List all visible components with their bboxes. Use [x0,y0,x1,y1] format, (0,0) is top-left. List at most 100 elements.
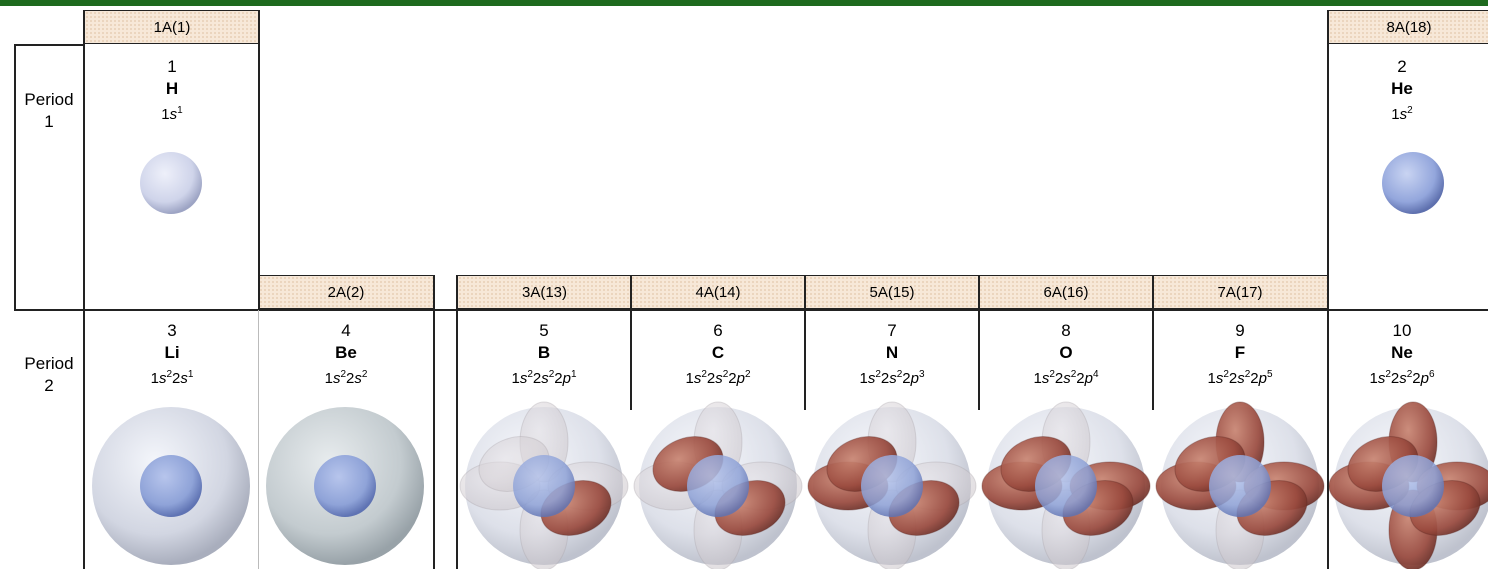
period-number: 1 [44,112,54,131]
electron-configuration: 1s22s22p3 [806,364,978,390]
element-cell-n: 7 N 1s22s22p3 [806,320,978,390]
element-cell-c: 6 C 1s22s22p2 [632,320,804,390]
orbital-term: 1s2 [859,369,881,387]
orbital-term: 1s2 [150,369,172,387]
grid-line [456,275,458,569]
group-header-5a: 5A(15) [804,275,980,309]
orbital-term: 1s2 [685,369,707,387]
element-cell-o: 8 O 1s22s22p4 [980,320,1152,390]
orbital-term: 1s2 [1369,369,1391,387]
group-header-8a: 8A(18) [1328,10,1488,44]
atom-c [633,401,803,569]
element-cell-ne: 10 Ne 1s22s22p6 [1316,320,1488,390]
orbital-term: 2s2 [346,369,368,387]
electron-configuration: 1s22s1 [86,364,258,390]
element-cell-li: 3 Li 1s22s1 [86,320,258,390]
atom-o [981,401,1151,569]
atomic-number: 6 [713,321,723,340]
grid-line [83,10,85,569]
atom-n [807,401,977,569]
group-header-7a: 7A(17) [1152,275,1328,309]
orbital-term: 1s1 [161,105,183,123]
element-cell-be: 4 Be 1s22s2 [260,320,432,390]
element-symbol: F [1234,343,1246,362]
atomic-number: 10 [1392,321,1412,340]
element-symbol: Ne [1391,343,1413,362]
1s-orbital [140,455,202,517]
atomic-number: 1 [167,57,177,76]
orbital-term: 2p4 [1076,369,1099,387]
grid-line [14,44,84,46]
grid-line [258,310,259,569]
electron-configuration: 1s22s22p5 [1154,364,1326,390]
electron-configuration: 1s22s2 [260,364,432,390]
1s-orbital [1382,152,1444,214]
electron-configuration: 1s22s22p4 [980,364,1152,390]
electron-configuration: 1s1 [86,100,258,126]
orbital-term: 2s2 [706,369,729,387]
1s-orbital [1209,455,1271,517]
1s-orbital [687,455,749,517]
group-header-4a: 4A(14) [630,275,806,309]
electron-configuration: 1s22s22p6 [1316,364,1488,390]
atom-b [459,401,629,569]
group-header-3a: 3A(13) [457,275,632,309]
atom-h [140,152,202,214]
atomic-number: 3 [167,321,177,340]
grid-line [978,275,980,410]
element-symbol: C [711,343,725,362]
period-number: 2 [44,376,54,395]
orbital-term: 2p6 [1412,369,1435,387]
group-header-2a: 2A(2) [258,275,434,309]
grid-line [258,10,260,310]
period-word: Period [24,90,74,109]
1s-orbital [1035,455,1097,517]
orbital-term: 1s2 [324,369,346,387]
atom-be [266,407,424,565]
1s-orbital [513,455,575,517]
orbital-term: 1s2 [1207,369,1229,387]
element-symbol: He [1391,79,1413,98]
orbital-term: 2p3 [902,369,925,387]
period-word: Period [24,354,74,373]
electron-configuration: 1s22s22p2 [632,364,804,390]
atom-he [1382,152,1444,214]
electron-configuration: 1s22s22p1 [458,364,630,390]
atomic-number: 5 [539,321,549,340]
1s-orbital [1382,455,1444,517]
atomic-number: 4 [341,321,351,340]
orbital-term: 2s2 [1390,369,1413,387]
atomic-number: 9 [1235,321,1245,340]
grid-line [1152,275,1154,410]
element-cell-b: 5 B 1s22s22p1 [458,320,630,390]
element-symbol: N [885,343,899,362]
group-header-1a: 1A(1) [84,10,260,44]
atom-li [92,407,250,565]
orbital-term: 2s2 [532,369,555,387]
orbital-term: 2s1 [172,369,194,387]
period-label-2: Period 2 [14,353,84,397]
orbital-term: 1s2 [1033,369,1055,387]
1s-orbital [861,455,923,517]
electron-configuration: 1s2 [1316,100,1488,126]
period-label-1: Period 1 [14,89,84,133]
element-symbol: Be [335,343,357,362]
grid-line [1327,10,1329,569]
element-symbol: B [537,343,551,362]
atomic-number: 8 [1061,321,1071,340]
element-symbol: Li [164,343,180,362]
atomic-number: 7 [887,321,897,340]
atom-ne [1328,401,1488,569]
orbital-term: 2p5 [1250,369,1273,387]
grid-line [804,275,806,410]
element-symbol: H [165,79,179,98]
orbital-term: 2s2 [1228,369,1251,387]
1s-orbital [140,152,202,214]
element-cell-f: 9 F 1s22s22p5 [1154,320,1326,390]
orbital-term: 2s2 [1054,369,1077,387]
orbital-term: 1s2 [1391,105,1413,123]
top-bar [0,0,1488,6]
atomic-number: 2 [1397,57,1407,76]
orbital-term: 2p1 [554,369,577,387]
